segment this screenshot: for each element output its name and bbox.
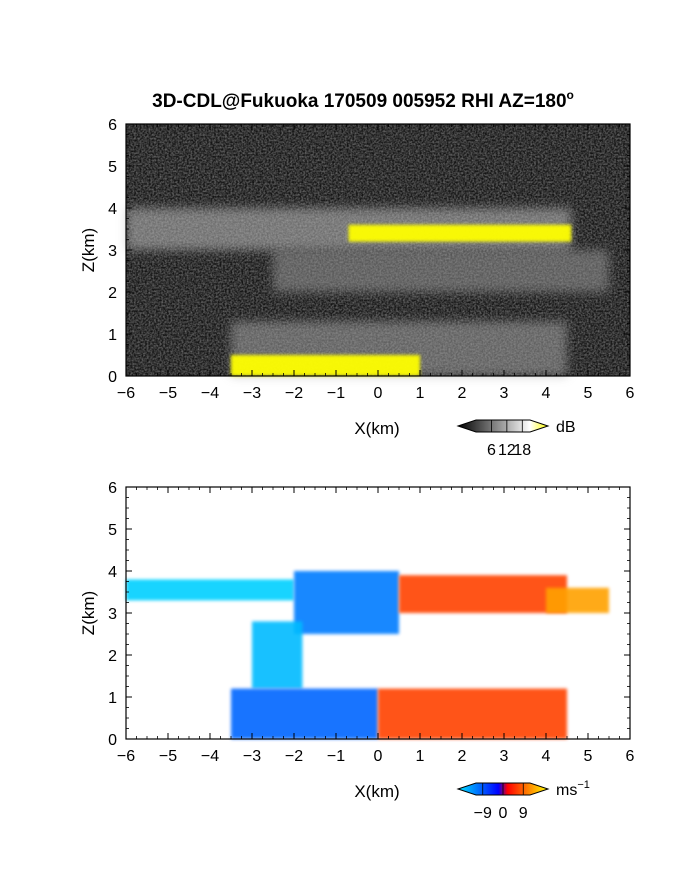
x-tick-label: 6 (626, 748, 635, 765)
echo-region (348, 224, 572, 242)
x-tick-label: 4 (542, 748, 551, 765)
x-tick-label: −4 (201, 748, 219, 765)
x-tick-label: −6 (117, 748, 135, 765)
colorbar-unit: ms−1 (556, 779, 590, 799)
velocity-panel: −6 −5 −4 −3 −2 −1 0 1 2 3 4 5 6 0 1 2 3 4 5 6 X(km) Z(km) −… (79, 480, 635, 822)
plot-area (126, 487, 630, 739)
velocity-region (126, 579, 294, 601)
x-tick-label: 0 (374, 748, 383, 765)
y-tick-label: 4 (108, 564, 117, 581)
echo-region (231, 355, 420, 376)
x-tick-label: −4 (201, 385, 219, 402)
x-tick-label: −6 (117, 385, 135, 402)
y-tick-label: 3 (108, 606, 117, 623)
colorbar-unit: dB (556, 419, 576, 436)
y-tick-label: 6 (108, 480, 117, 497)
velocity-region (546, 587, 609, 613)
x-tick-label: −2 (285, 385, 303, 402)
colorbar-tick-label: 12 (498, 442, 516, 459)
y-tick-label: 2 (108, 285, 117, 302)
y-tick-label: 5 (108, 159, 117, 176)
x-tick-label: −5 (159, 385, 177, 402)
velocity-region (231, 688, 378, 739)
x-tick-label: 4 (542, 385, 551, 402)
x-tick-label: −3 (243, 748, 261, 765)
x-axis-label: X(km) (354, 419, 399, 438)
velocity-region (252, 621, 303, 689)
x-tick-label: 0 (374, 385, 383, 402)
colorbar-unit-text: dB (556, 419, 576, 436)
x-tick-label: 5 (584, 748, 593, 765)
velocity-region (294, 571, 399, 634)
axes: −6 −5 −4 −3 −2 −1 0 1 2 3 4 5 6 0 1 2 3 4 5 6 (108, 480, 634, 765)
y-axis-label: Z(km) (79, 591, 98, 635)
y-tick-label: 1 (108, 690, 117, 707)
echo-region (273, 250, 609, 292)
colorbar-tick-label: 6 (487, 442, 496, 459)
velocity-region (399, 575, 567, 613)
colorbar-tick-label: −9 (474, 805, 492, 822)
colorbar-tick-label: 9 (519, 805, 528, 822)
x-tick-label: −2 (285, 748, 303, 765)
x-tick-label: 1 (416, 385, 425, 402)
x-tick-label: −5 (159, 748, 177, 765)
y-axis-label: Z(km) (79, 228, 98, 272)
y-tick-label: 0 (108, 732, 117, 749)
colorbar-unit-superscript: −1 (577, 779, 590, 791)
y-tick-label: 3 (108, 243, 117, 260)
colorbar-bar (456, 419, 550, 433)
y-tick-label: 0 (108, 369, 117, 386)
x-tick-label: −3 (243, 385, 261, 402)
velocity-region (378, 688, 567, 739)
x-tick-label: −1 (327, 385, 345, 402)
reflectivity-panel: 3D-CDL@Fukuoka 170509 005952 RHI AZ=180o… (79, 88, 635, 459)
x-tick-label: 2 (458, 385, 467, 402)
x-tick-label: 1 (416, 748, 425, 765)
axes: −6 −5 −4 −3 −2 −1 0 1 2 3 4 5 6 0 1 2 3 4 5 6 (108, 117, 634, 402)
x-tick-label: 5 (584, 385, 593, 402)
colorbar-tick-label: 18 (513, 442, 531, 459)
y-tick-label: 1 (108, 327, 117, 344)
y-tick-label: 2 (108, 648, 117, 665)
x-tick-label: −1 (327, 748, 345, 765)
plot-area (126, 124, 630, 376)
chart-title: 3D-CDL@Fukuoka 170509 005952 RHI AZ=180o (152, 88, 574, 112)
x-axis-label: X(km) (354, 782, 399, 801)
y-tick-label: 5 (108, 522, 117, 539)
y-tick-label: 6 (108, 117, 117, 134)
x-tick-label: 2 (458, 748, 467, 765)
x-tick-label: 3 (500, 385, 509, 402)
x-tick-label: 6 (626, 385, 635, 402)
y-tick-label: 4 (108, 201, 117, 218)
colorbar: −9 0 9 ms−1 (456, 779, 590, 822)
colorbar-unit-text: ms (556, 782, 577, 799)
colorbar-tick-label: 0 (499, 805, 508, 822)
x-tick-label: 3 (500, 748, 509, 765)
